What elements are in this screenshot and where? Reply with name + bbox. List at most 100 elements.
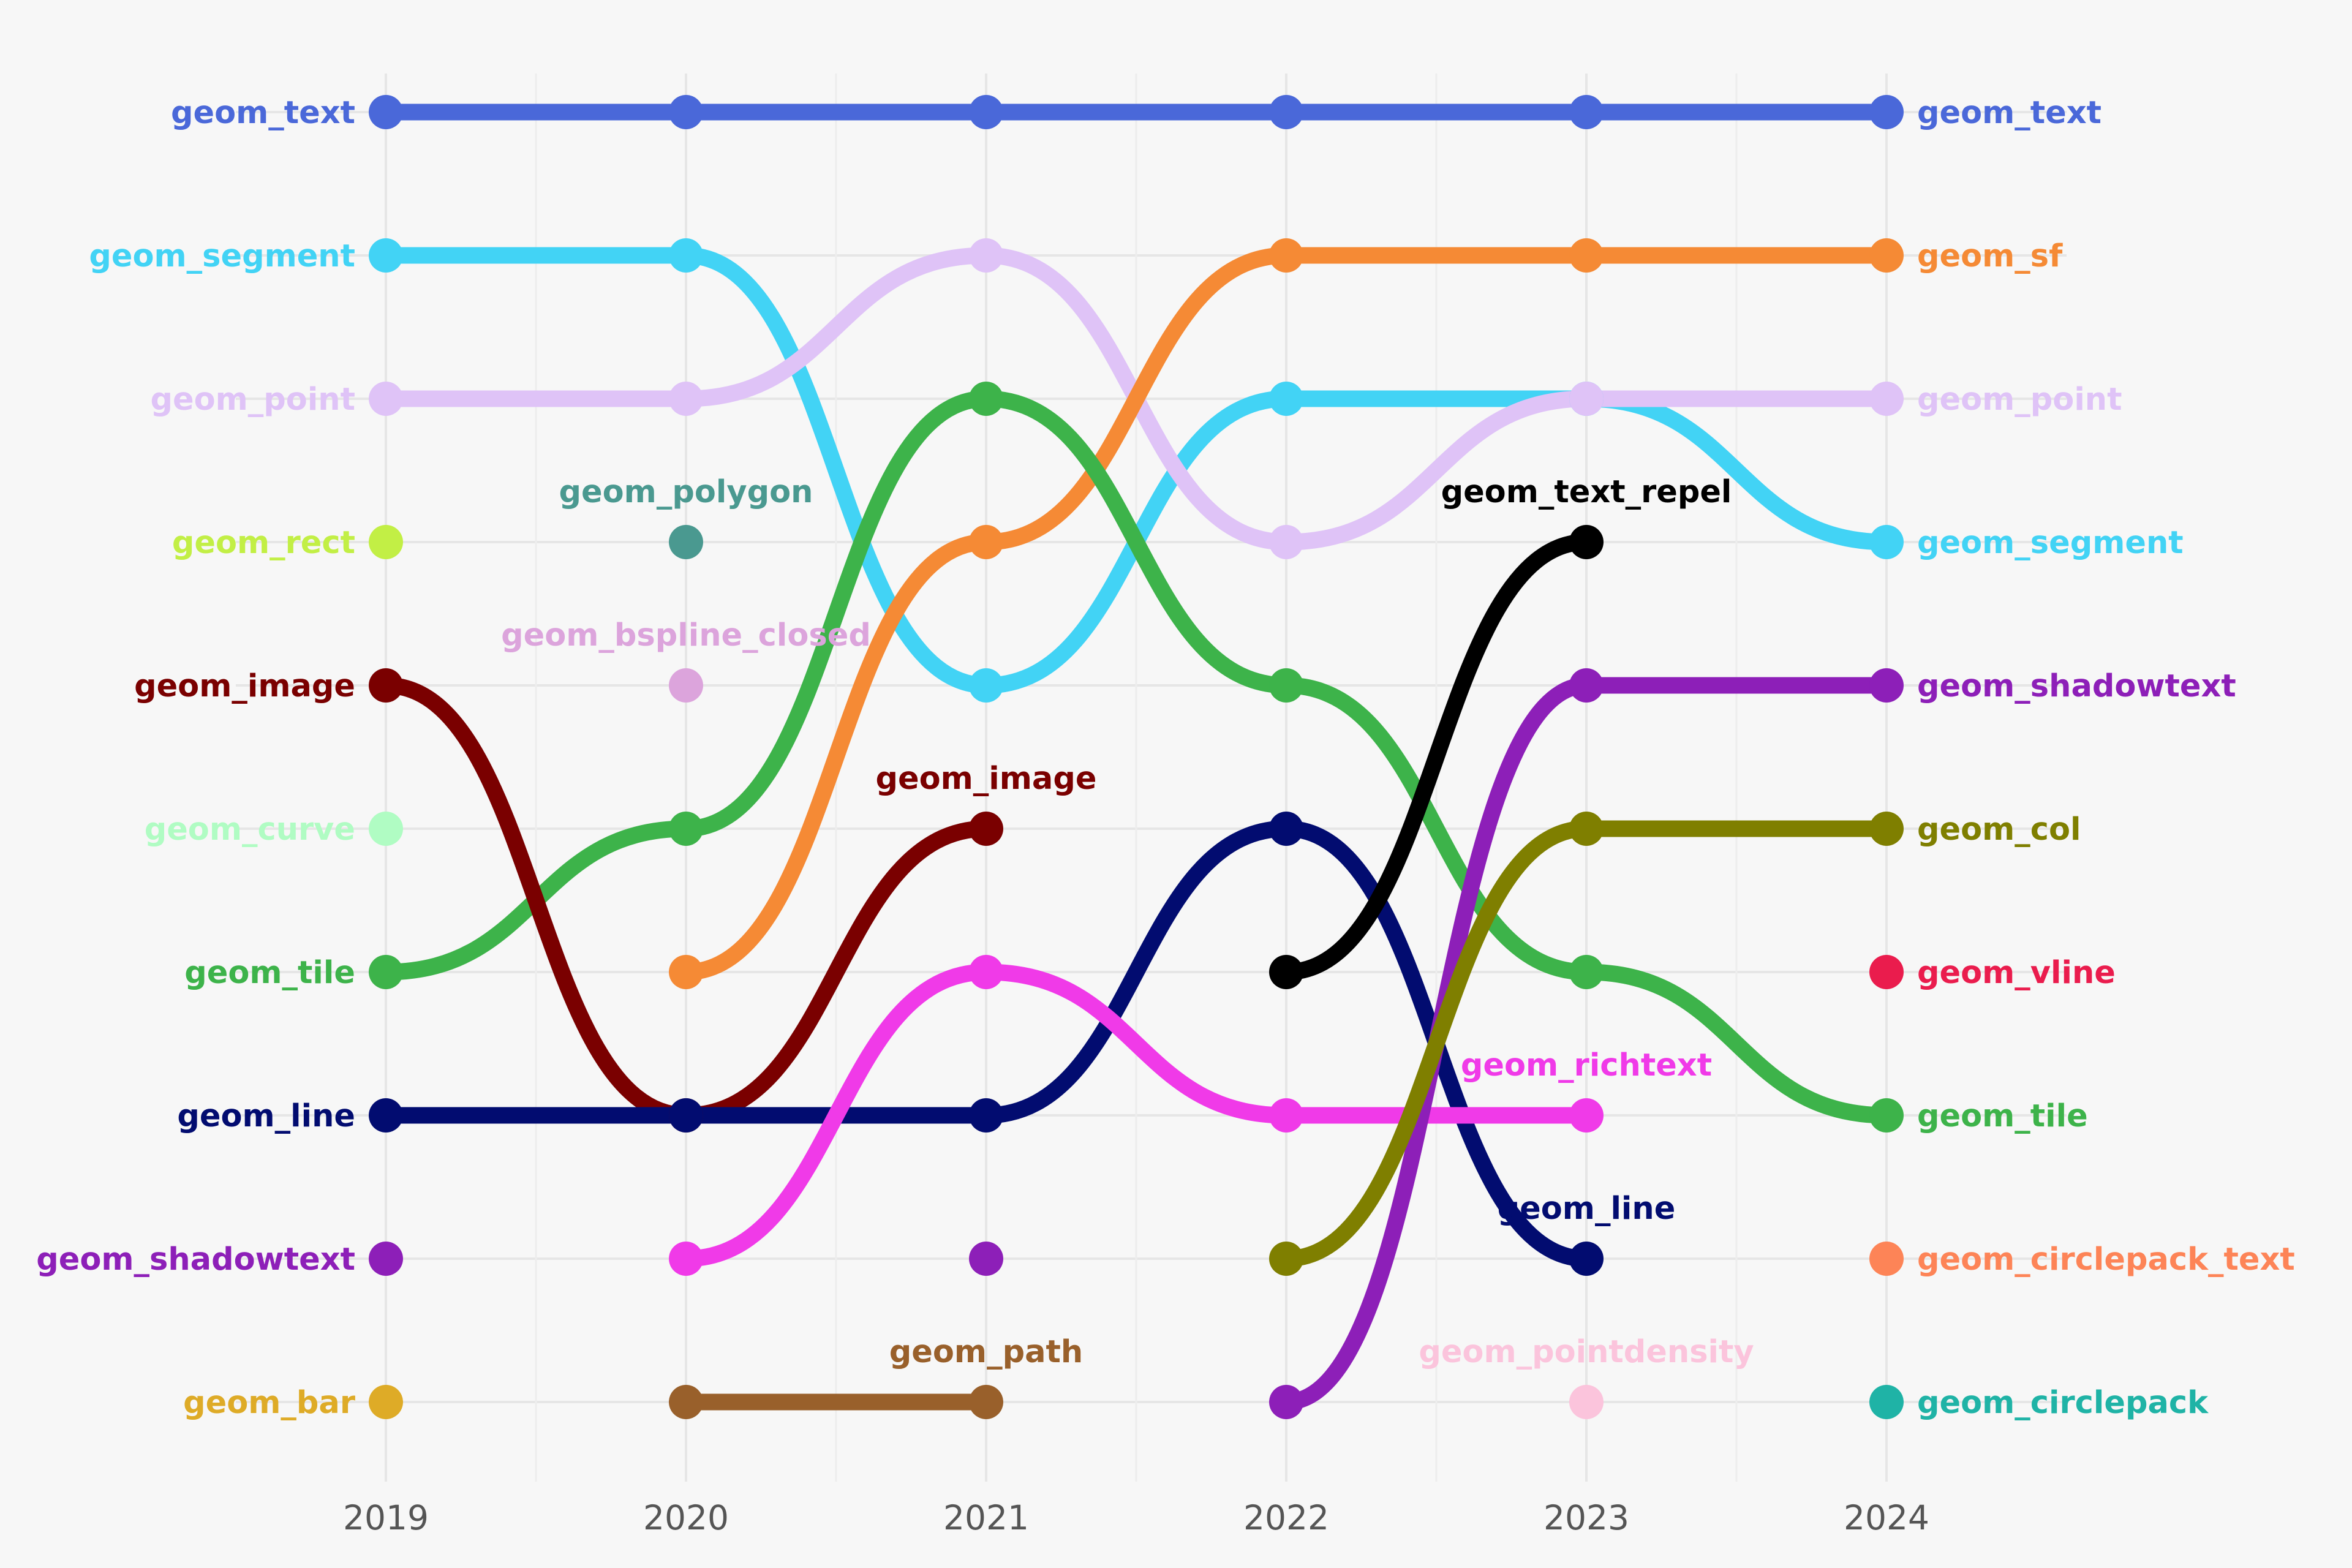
label-end-geom-segment: geom_segment [1917, 525, 2184, 561]
label-geom-circlepack-text: geom_circlepack_text [1917, 1242, 2295, 1278]
point-geom-path [969, 1385, 1003, 1419]
point-geom-line [969, 1098, 1003, 1133]
label-geom-curve: geom_curve [145, 812, 355, 848]
point-geom-col [1869, 812, 1904, 846]
point-geom-segment [1269, 382, 1303, 416]
line-geom-text-repel [1278, 533, 1595, 981]
point-geom-polygon [669, 525, 703, 559]
point-geom-shadowtext [1569, 668, 1604, 703]
label-geom-rect: geom_rect [172, 525, 355, 561]
point-geom-path [669, 1385, 703, 1419]
point-geom-richtext [969, 955, 1003, 989]
point-geom-rect [369, 525, 403, 559]
point-geom-shadowtext [1869, 668, 1904, 703]
line-geom-line [377, 820, 1595, 1267]
point-geom-point [1569, 382, 1604, 416]
point-geom-vline [1869, 955, 1904, 989]
point-geom-text [969, 95, 1003, 129]
x-tick-label: 2020 [643, 1498, 729, 1537]
point-geom-tile [969, 382, 1003, 416]
x-tick-label: 2022 [1243, 1498, 1329, 1537]
label-end-geom-image: geom_image [876, 761, 1097, 797]
point-geom-segment [969, 668, 1003, 703]
point-geom-shadowtext [969, 1242, 1003, 1276]
point-geom-segment [1869, 525, 1904, 559]
grid [236, 74, 2067, 1482]
point-geom-tile [369, 955, 403, 989]
point-geom-sf [669, 955, 703, 989]
line-geom-tile [377, 390, 1895, 1124]
label-geom-shadowtext: geom_shadowtext [36, 1242, 355, 1278]
x-tick-label: 2019 [343, 1498, 429, 1537]
label-end-geom-text-repel: geom_text_repel [1441, 474, 1732, 510]
point-geom-curve [369, 812, 403, 846]
label-geom-circlepack: geom_circlepack [1917, 1385, 2209, 1421]
point-geom-text [369, 95, 403, 129]
point-geom-line [669, 1098, 703, 1133]
point-geom-tile [669, 812, 703, 846]
point-geom-text [1269, 95, 1303, 129]
point-geom-line [1569, 1242, 1604, 1276]
x-tick-label: 2021 [943, 1498, 1029, 1537]
line-geom-sf [677, 247, 1895, 981]
point-geom-tile [1569, 955, 1604, 989]
point-geom-bar [369, 1385, 403, 1419]
label-start-geom-tile: geom_tile [184, 955, 355, 991]
point-geom-pointdensity [1569, 1385, 1604, 1419]
label-geom-polygon: geom_polygon [559, 474, 813, 510]
series-labels: geom_text geom_text geom_segment geom_segme… [36, 95, 2295, 1421]
point-geom-point [369, 382, 403, 416]
point-geom-point [1869, 382, 1904, 416]
line-geom-shadowtext [1278, 677, 1895, 1411]
label-end-geom-sf: geom_sf [1917, 238, 2063, 274]
point-geom-shadowtext [369, 1242, 403, 1276]
point-geom-text-repel [1569, 525, 1604, 559]
point-geom-circlepack [1869, 1385, 1904, 1419]
label-geom-bspline-closed: geom_bspline_closed [501, 617, 871, 654]
label-end-geom-point: geom_point [1917, 382, 2122, 418]
point-geom-tile [1269, 668, 1303, 703]
point-geom-image [969, 812, 1003, 846]
point-geom-richtext [1569, 1098, 1604, 1133]
point-geom-text-repel [1269, 955, 1303, 989]
label-start-geom-text: geom_text [171, 95, 355, 131]
point-geom-col [1269, 1242, 1303, 1276]
point-geom-richtext [669, 1242, 703, 1276]
point-geom-text [1869, 95, 1904, 129]
label-end-geom-line: geom_line [1498, 1191, 1676, 1227]
point-geom-bspline-closed [669, 668, 703, 703]
point-geom-point [1269, 525, 1303, 559]
point-geom-tile [1869, 1098, 1904, 1133]
point-geom-line [1269, 812, 1303, 846]
point-geom-sf [1569, 238, 1604, 273]
label-end-geom-path: geom_path [889, 1334, 1083, 1370]
label-end-geom-text: geom_text [1917, 95, 2101, 131]
label-end-geom-tile: geom_tile [1917, 1098, 2088, 1134]
point-geom-richtext [1269, 1098, 1303, 1133]
point-geom-image [369, 668, 403, 703]
point-geom-line [369, 1098, 403, 1133]
label-start-geom-point: geom_point [151, 382, 356, 418]
x-tick-label: 2024 [1844, 1498, 1929, 1537]
point-geom-segment [669, 238, 703, 273]
point-geom-sf [1269, 238, 1303, 273]
label-end-geom-shadowtext: geom_shadowtext [1917, 668, 2236, 704]
label-start-geom-line: geom_line [177, 1098, 355, 1134]
x-tick-label: 2023 [1544, 1498, 1629, 1537]
label-geom-bar: geom_bar [183, 1385, 355, 1421]
x-axis-ticks: 2019 2020 2021 2022 2023 2024 [343, 1498, 1929, 1537]
label-start-geom-image: geom_image [134, 668, 355, 704]
point-geom-point [669, 382, 703, 416]
line-geom-col [1278, 820, 1895, 1267]
label-geom-pointdensity: geom_pointdensity [1419, 1334, 1754, 1370]
point-geom-point [969, 238, 1003, 273]
point-geom-text [1569, 95, 1604, 129]
point-geom-sf [969, 525, 1003, 559]
point-geom-shadowtext [1269, 1385, 1303, 1419]
point-geom-sf [1869, 238, 1904, 273]
point-geom-segment [369, 238, 403, 273]
point-geom-col [1569, 812, 1604, 846]
label-start-geom-segment: geom_segment [89, 238, 355, 274]
point-geom-text [669, 95, 703, 129]
